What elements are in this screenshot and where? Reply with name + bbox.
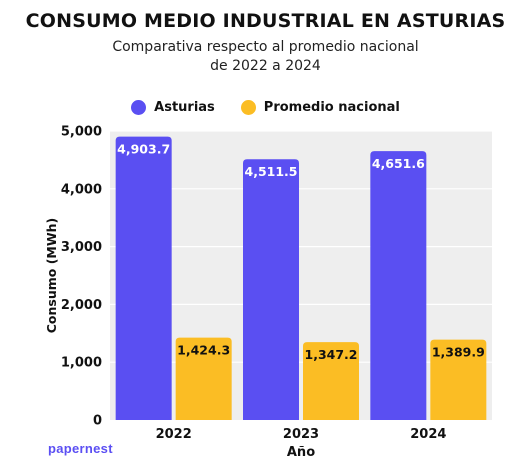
chart-subtitle: Comparativa respecto al promedio naciona… — [0, 38, 531, 76]
y-tick-label: 0 — [93, 414, 102, 429]
x-tick-label: 2024 — [410, 427, 446, 442]
legend-label-asturias: Asturias — [154, 100, 215, 115]
y-tick-label: 2,000 — [61, 298, 102, 313]
legend-swatch-promedio-nacional — [240, 100, 256, 115]
data-label: 1,347.2 — [305, 347, 358, 362]
bar-asturias — [370, 151, 427, 421]
x-tick-label: 2022 — [156, 427, 192, 442]
bar-promedio-nacional — [430, 339, 487, 420]
legend-item-promedio-nacional: Promedio nacional — [240, 100, 400, 115]
data-label: 4,651.6 — [372, 156, 425, 171]
y-tick-label: 3,000 — [61, 240, 102, 255]
legend-swatch-asturias — [131, 100, 147, 115]
data-label: 1,389.9 — [432, 345, 485, 360]
papernest-logo: papernest — [48, 441, 113, 456]
y-tick-label: 5,000 — [61, 125, 102, 140]
x-tick-label: 2023 — [283, 427, 319, 442]
subtitle-line-2: de 2022 a 2024 — [210, 58, 321, 74]
bar-asturias — [243, 159, 299, 421]
data-label: 4,511.5 — [245, 164, 298, 179]
subtitle-line-1: Comparativa respecto al promedio naciona… — [112, 39, 419, 55]
legend-item-asturias: Asturias — [131, 100, 215, 115]
data-label: 1,424.3 — [177, 343, 230, 358]
legend-label-promedio-nacional: Promedio nacional — [263, 100, 400, 115]
chart-title: CONSUMO MEDIO INDUSTRIAL EN ASTURIAS — [25, 10, 506, 32]
y-tick-label: 4,000 — [61, 182, 102, 197]
chart-legend: Asturias Promedio nacional — [0, 100, 531, 115]
bar-promedio-nacional — [175, 337, 232, 420]
bar-promedio-nacional — [303, 342, 359, 420]
data-label: 4,903.7 — [117, 142, 170, 157]
x-axis-label: Año — [287, 445, 315, 460]
y-tick-label: 1,000 — [61, 356, 102, 371]
plot-area — [110, 131, 492, 420]
bar-asturias — [115, 136, 172, 420]
y-axis-label: Consumo (MWh) — [44, 218, 59, 334]
